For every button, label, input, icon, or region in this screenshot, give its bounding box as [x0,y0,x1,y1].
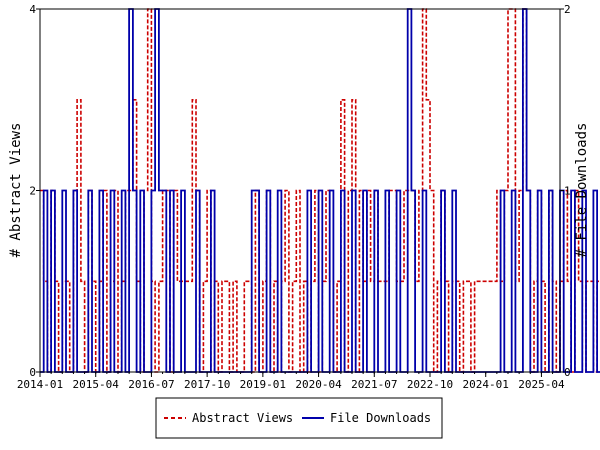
series-line-file-downloads [40,8,600,373]
legend: Abstract Views File Downloads [155,397,443,439]
y-right-tick-label: 1 [564,185,571,198]
x-tick-label: 2021-07 [351,378,397,391]
legend-label-abstract-views: Abstract Views [192,411,293,425]
x-tick-label: 2020-04 [295,378,342,391]
x-tick-label: 2022-10 [407,378,453,391]
y-axis-left-title: # Abstract Views [8,123,24,258]
y-left-tick-label: 0 [29,366,36,379]
y-right-tick-label: 2 [564,3,571,16]
x-tick-label: 2016-07 [128,378,174,391]
axis-layer: 2014-01 2015-04 2016-07 2017-10 2019-01 2020-… [17,3,571,391]
x-tick-label: 2024-01 [463,378,509,391]
y-right-tick-label: 0 [564,366,571,379]
x-tick-label: 2019-01 [240,378,286,391]
series-layer [40,8,600,373]
y-left-tick-label: 4 [29,3,36,16]
x-tick-label: 2014-01 [17,378,63,391]
x-tick-label: 2015-04 [73,378,120,391]
legend-label-file-downloads: File Downloads [330,411,431,425]
x-tick-label: 2017-10 [184,378,230,391]
y-axis-right-title: # File Downloads [574,123,590,258]
x-tick-label: 2025-04 [518,378,565,391]
y-left-tick-label: 2 [29,185,36,198]
legend-box [155,397,443,439]
